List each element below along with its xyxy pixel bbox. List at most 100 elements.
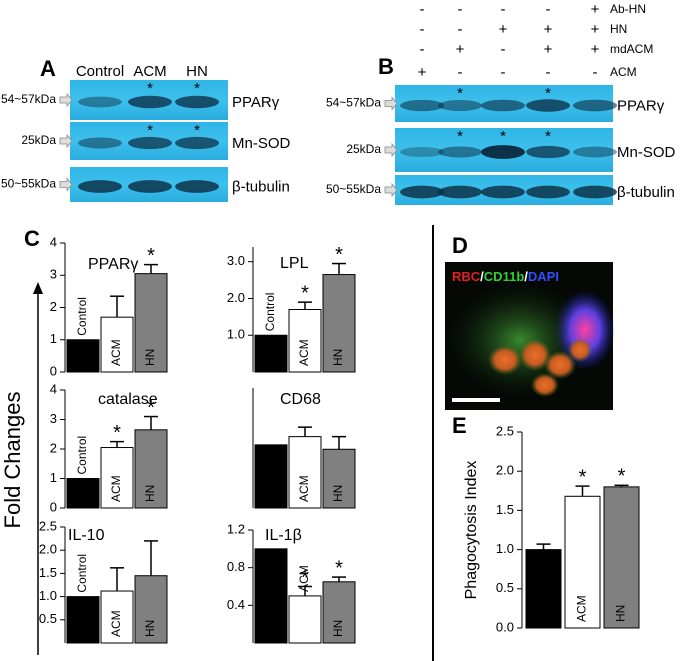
protein-label: Mn-SOD xyxy=(617,144,676,161)
significance: * xyxy=(147,397,155,419)
category-label: Control xyxy=(263,293,277,332)
condition-sign: + xyxy=(591,1,600,18)
y-tick-label: 1 xyxy=(50,470,57,485)
band xyxy=(573,99,617,112)
band xyxy=(526,145,570,159)
axis-arrowhead xyxy=(33,282,43,294)
star: * xyxy=(147,122,153,139)
y-tick-label: 3 xyxy=(50,411,57,426)
condition-sign: + xyxy=(591,21,600,38)
condition-sign: - xyxy=(546,64,551,81)
bar xyxy=(322,581,356,644)
arrow xyxy=(59,177,73,192)
category-label: HN xyxy=(331,620,345,637)
panel-letter: C xyxy=(24,226,40,251)
band xyxy=(175,180,219,193)
y-tick-label: 1.2 xyxy=(227,521,245,536)
y-tick-label: 1.0 xyxy=(227,327,245,342)
y-tick-label: 1.5 xyxy=(496,502,514,517)
y-tick-label: 0.8 xyxy=(227,559,245,574)
condition-sign: - xyxy=(458,64,463,81)
condition-name: HN xyxy=(610,22,627,36)
condition-sign: - xyxy=(420,1,425,18)
stain-part: / xyxy=(524,269,528,284)
bar xyxy=(66,478,100,509)
y-tick-label: 0 xyxy=(50,363,57,378)
significance: * xyxy=(147,245,155,267)
y-axis-label: Fold Changes xyxy=(0,392,25,529)
band xyxy=(526,185,570,199)
kda-label: 50~55kDa xyxy=(1,177,56,191)
category-label: Control xyxy=(263,463,277,502)
category-label: Control xyxy=(75,297,89,336)
star: * xyxy=(457,85,463,102)
y-axis-label: Phagocytosis Index xyxy=(463,461,480,600)
micrograph xyxy=(445,262,615,410)
chart-title: PPARγ xyxy=(88,256,138,273)
band xyxy=(128,95,172,109)
bar xyxy=(254,444,288,509)
condition-name: Ab-HN xyxy=(610,2,646,16)
bar xyxy=(288,436,322,509)
condition-sign: - xyxy=(420,21,425,38)
band xyxy=(400,185,444,199)
condition-sign: - xyxy=(458,1,463,18)
band xyxy=(438,100,482,111)
condition-sign: + xyxy=(591,41,600,58)
condition-name: mdACM xyxy=(610,42,653,56)
star: * xyxy=(545,128,551,145)
category-label: Control xyxy=(263,598,277,637)
y-tick-label: 2 xyxy=(50,299,57,314)
category-label: ACM xyxy=(297,339,311,366)
condition-sign: - xyxy=(420,41,425,58)
band xyxy=(481,145,525,159)
y-tick-label: 0 xyxy=(50,499,57,514)
category-label: HN xyxy=(143,485,157,502)
condition-sign: - xyxy=(458,21,463,38)
bar xyxy=(134,273,168,373)
band xyxy=(438,185,482,199)
condition-sign: + xyxy=(499,21,508,38)
condition-sign: + xyxy=(544,41,553,58)
condition-name: ACM xyxy=(610,65,637,79)
category-label: Control xyxy=(75,554,89,593)
arrow xyxy=(384,142,398,158)
band xyxy=(175,95,219,109)
significance: * xyxy=(618,466,626,488)
bar xyxy=(66,596,100,644)
star: * xyxy=(545,85,551,102)
star: * xyxy=(457,128,463,145)
bar xyxy=(66,339,100,373)
star: * xyxy=(147,80,153,97)
lane-label: HN xyxy=(186,63,208,80)
y-tick-label: 4 xyxy=(50,234,57,249)
category-label: Control xyxy=(536,583,550,622)
significance: * xyxy=(301,282,309,304)
condition-sign: - xyxy=(501,41,506,58)
band xyxy=(175,136,219,150)
significance: * xyxy=(335,557,343,579)
stain-part: DAPI xyxy=(528,269,559,284)
y-tick-label: 2 xyxy=(50,440,57,455)
bar xyxy=(564,495,601,629)
panel-letter: E xyxy=(452,413,467,438)
bar xyxy=(100,316,134,373)
chart-title: catalase xyxy=(98,391,158,408)
condition-sign: + xyxy=(418,64,427,81)
stain-part: RBC xyxy=(452,269,481,284)
bar xyxy=(254,548,288,644)
arrow xyxy=(59,133,73,149)
panel-letter: A xyxy=(40,56,56,81)
protein-label: β-tubulin xyxy=(232,178,290,195)
kda-label: 54~57kDa xyxy=(1,92,56,106)
band xyxy=(573,185,617,199)
protein-label: β-tubulin xyxy=(617,184,675,201)
y-tick-label: 2.5 xyxy=(496,423,514,438)
category-label: Control xyxy=(75,436,89,475)
star: * xyxy=(500,128,506,145)
arrow xyxy=(59,92,73,108)
kda-label: 50~55kDa xyxy=(326,182,381,196)
chart-title: LPL xyxy=(280,255,309,272)
band xyxy=(400,99,444,112)
